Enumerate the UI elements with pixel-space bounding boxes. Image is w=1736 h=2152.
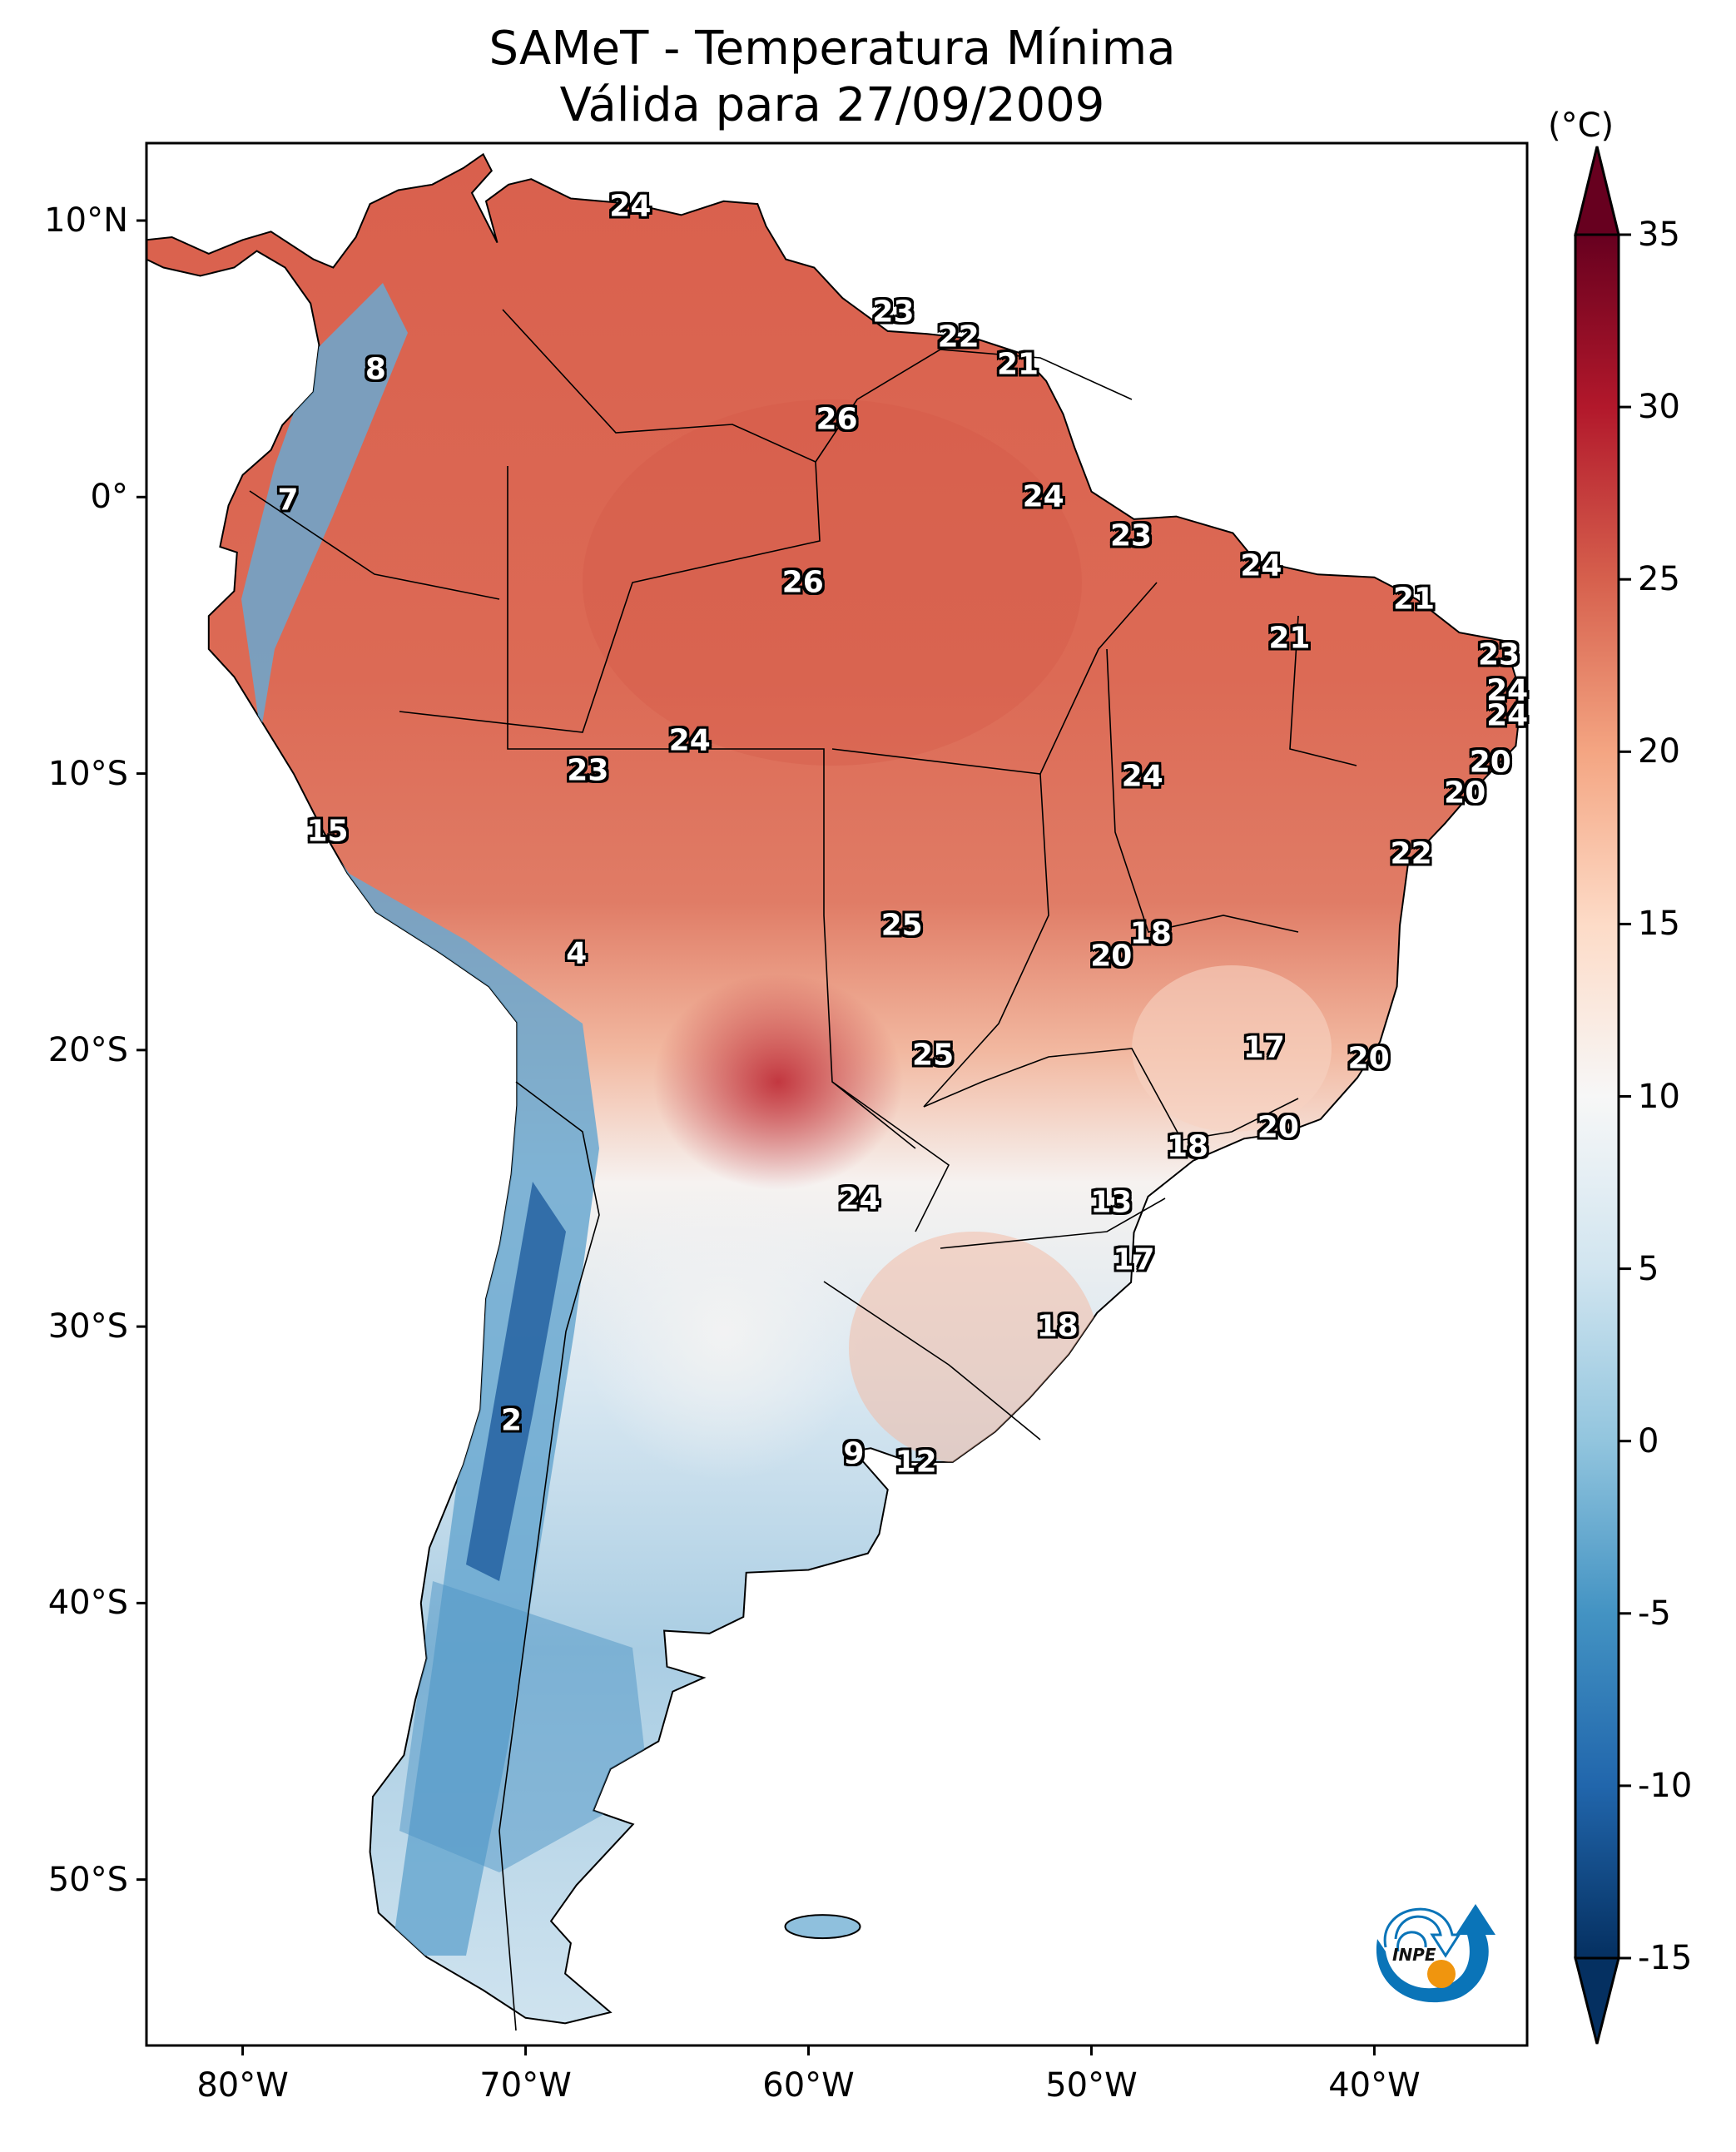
station-label: 24: [1240, 548, 1282, 583]
station-label: 24: [1022, 479, 1064, 514]
logo-sun-icon: [1427, 1960, 1456, 1988]
station-label: 18: [1166, 1129, 1209, 1164]
lon-tick-label: 50°W: [1045, 2066, 1138, 2105]
colorbar-tick-label: 10: [1638, 1077, 1680, 1116]
station-label: 20: [1257, 1110, 1299, 1145]
colorbar-extend-max: [1574, 146, 1620, 236]
political-borders: [249, 309, 1357, 2031]
mild-region-pampas: [583, 1182, 866, 1481]
hot-region-chaco: [653, 974, 903, 1190]
continent-temperature-field: [146, 152, 1523, 2031]
lat-tick-label: 40°S: [47, 1584, 128, 1623]
border-colombia-venezuela: [399, 309, 821, 733]
station-label: 18: [1036, 1309, 1079, 1344]
station-label: 2: [501, 1403, 523, 1438]
colorbar-tick-label: 20: [1638, 732, 1680, 771]
station-label: 24: [668, 723, 711, 758]
colorbar-extend-min: [1574, 1956, 1620, 2045]
lat-tick-label: 10°N: [44, 201, 128, 240]
colorbar-tick-label: -15: [1638, 1939, 1693, 1977]
lon-tick-label: 60°W: [762, 2066, 855, 2105]
lat-tick-label: 0°: [90, 478, 128, 517]
station-label: 24: [838, 1182, 880, 1217]
station-label: 7: [277, 483, 299, 518]
border-ecuador-peru: [249, 490, 500, 600]
border-piaui-ceara: [1289, 615, 1357, 766]
lat-tick-label: 50°S: [47, 1860, 128, 1899]
map-frame: [145, 141, 1529, 2047]
station-label: 20: [1090, 939, 1133, 974]
border-sao-paulo-minas: [923, 1048, 1299, 1141]
mild-region-minas: [1132, 965, 1332, 1132]
station-label: 17: [1242, 1030, 1285, 1064]
station-label: 12: [895, 1445, 937, 1480]
colorbar-tick-label: 30: [1638, 388, 1680, 427]
chart-title: SAMeT - Temperatura Mínima: [489, 22, 1176, 76]
station-label: 23: [1477, 637, 1520, 672]
border-paraguay: [831, 1081, 950, 1232]
logo-loop-icon: [1383, 1907, 1461, 1958]
andes-cold-strip: [241, 283, 599, 1956]
station-label: 17: [1113, 1242, 1155, 1277]
border-brazil-uruguay: [823, 1281, 1041, 1440]
border-guianas: [815, 349, 1133, 463]
station-label: 21: [1392, 582, 1436, 617]
chart-subtitle: Válida para 27/09/2009: [559, 78, 1105, 132]
andes-core-cold: [466, 1182, 566, 1581]
station-label: 13: [1090, 1185, 1133, 1220]
station-label: 21: [997, 347, 1039, 382]
inpe-logo: INPE: [1376, 1904, 1495, 2003]
station-label: 21: [1268, 621, 1311, 656]
station-label: 20: [1469, 745, 1511, 780]
falkland-islands: [784, 1914, 861, 1940]
station-label: 24: [1486, 698, 1529, 733]
colorbar-unit-label: (°C): [1548, 107, 1614, 145]
border-bahia: [1106, 648, 1299, 933]
border-chile-argentina: [498, 1081, 600, 2031]
station-label: 20: [1347, 1041, 1390, 1076]
station-label: 15: [306, 814, 349, 849]
lat-tick-label: 20°S: [47, 1030, 128, 1069]
warm-region-amazon: [583, 399, 1082, 766]
station-label: 24: [609, 189, 652, 224]
station-label: 25: [912, 1038, 955, 1073]
station-label: 18: [1129, 916, 1172, 951]
colorbar-bar: [1574, 233, 1620, 1960]
logo-arrow-icon: [1376, 1904, 1495, 2003]
station-label: 24: [1486, 673, 1529, 708]
station-label: 23: [567, 753, 609, 788]
border-goias: [923, 773, 1049, 1108]
station-label: 23: [1109, 518, 1153, 553]
station-label: 8: [365, 352, 386, 387]
colorbar-tick-label: -10: [1638, 1766, 1693, 1805]
station-label: 20: [1444, 776, 1486, 811]
colorbar-tick-label: 0: [1638, 1421, 1659, 1460]
station-label: 26: [816, 402, 858, 437]
station-label: 9: [843, 1436, 865, 1471]
logo-text: INPE: [1392, 1945, 1436, 1965]
colorbar-tick-label: 25: [1638, 560, 1680, 599]
station-label: 25: [880, 908, 923, 943]
lon-tick-label: 70°W: [479, 2066, 572, 2105]
border-para-mato-grosso: [831, 582, 1158, 775]
border-parana: [940, 1197, 1166, 1249]
station-label: 22: [937, 320, 980, 355]
patagonia-cold: [399, 1581, 649, 1872]
colorbar-tick-label: 5: [1638, 1249, 1659, 1288]
border-peru-brazil-bolivia: [507, 466, 916, 1149]
lon-tick-label: 40°W: [1328, 2066, 1421, 2105]
lat-tick-label: 10°S: [47, 754, 128, 793]
station-label: 24: [1121, 759, 1163, 794]
colorbar-tick-label: 35: [1638, 216, 1680, 254]
colorbar-tick-label: -5: [1638, 1594, 1671, 1633]
station-label: 22: [1390, 836, 1432, 871]
station-label: 23: [872, 295, 915, 330]
colorbar: [1574, 146, 1631, 2045]
colorbar-tick-label: 15: [1638, 905, 1680, 944]
lon-tick-label: 80°W: [196, 2066, 289, 2105]
station-label: 4: [566, 936, 588, 971]
lat-tick-label: 30°S: [47, 1307, 128, 1346]
station-label: 26: [781, 565, 824, 600]
